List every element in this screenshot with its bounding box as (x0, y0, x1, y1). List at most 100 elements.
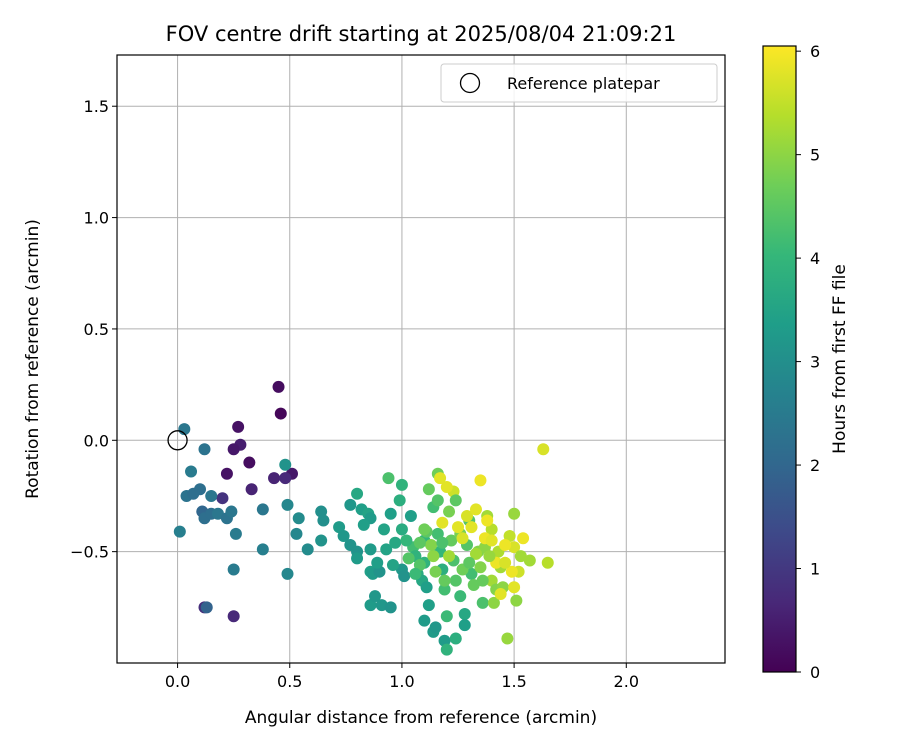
data-point (211, 507, 224, 520)
data-point (227, 610, 240, 623)
data-point (537, 443, 550, 456)
data-point (474, 474, 487, 487)
data-point (225, 505, 238, 518)
data-point (429, 621, 442, 634)
data-point (510, 594, 523, 607)
data-point (431, 527, 444, 540)
data-point (369, 590, 382, 603)
plot-area-frame (116, 54, 726, 664)
data-point (279, 472, 292, 485)
data-point (173, 525, 186, 538)
data-point (465, 521, 478, 534)
data-point (274, 407, 287, 420)
data-point (434, 472, 447, 485)
data-point (485, 534, 498, 547)
data-point (456, 532, 469, 545)
data-point (290, 527, 303, 540)
y-tick-label: 1.5 (84, 97, 109, 116)
data-point (452, 521, 465, 534)
data-point (364, 543, 377, 556)
data-point (465, 567, 478, 580)
colorbar-tick-label: 4 (810, 249, 820, 268)
data-point (427, 550, 440, 563)
data-point (481, 514, 494, 527)
data-point (508, 541, 521, 554)
y-tick-label: 1.0 (84, 209, 109, 228)
data-point (420, 581, 433, 594)
data-point (449, 494, 462, 507)
x-tick-label: 1.5 (501, 672, 526, 691)
data-point (382, 472, 395, 485)
data-point (227, 443, 240, 456)
x-tick-label: 1.0 (389, 672, 414, 691)
data-point (301, 543, 314, 556)
data-point (389, 536, 402, 549)
data-point (440, 643, 453, 656)
colorbar-tick-label: 0 (810, 663, 820, 682)
data-point (371, 556, 384, 569)
data-point (245, 483, 258, 496)
colorbar-gradient (762, 45, 797, 673)
y-axis-ticks: −0.5 0.0 0.5 1.0 1.5 (70, 97, 117, 562)
data-point (268, 472, 281, 485)
data-point (443, 505, 456, 518)
colorbar-tick-label: 3 (810, 353, 820, 372)
data-point (449, 574, 462, 587)
data-point (395, 523, 408, 536)
legend-entry-label: Reference platepar (507, 74, 660, 93)
data-point (185, 465, 198, 478)
data-point (227, 563, 240, 576)
reference-marker-layer (167, 430, 188, 451)
data-point (272, 380, 285, 393)
data-point (395, 478, 408, 491)
data-point (393, 494, 406, 507)
colorbar: 0 1 2 3 4 5 6 Hours from first FF file (762, 42, 850, 682)
data-point (418, 523, 431, 536)
data-point (438, 583, 451, 596)
data-point (508, 581, 521, 594)
data-point (523, 554, 536, 567)
chart-title: FOV centre drift starting at 2025/08/04 … (166, 22, 677, 46)
data-point (279, 458, 292, 471)
data-point (292, 512, 305, 525)
data-point (205, 489, 218, 502)
data-point (364, 599, 377, 612)
colorbar-tick-label: 5 (810, 146, 820, 165)
colorbar-ticks: 0 1 2 3 4 5 6 (796, 42, 820, 682)
data-point (483, 550, 496, 563)
data-point (431, 494, 444, 507)
data-point (315, 534, 328, 547)
colorbar-tick-label: 1 (810, 560, 820, 579)
data-point (501, 632, 514, 645)
data-point (517, 532, 530, 545)
data-point (514, 550, 527, 563)
data-point (317, 514, 330, 527)
data-point (232, 420, 245, 433)
data-point (487, 596, 500, 609)
x-tick-label: 2.0 (614, 672, 639, 691)
data-point (503, 530, 516, 543)
x-tick-label: 0.0 (165, 672, 190, 691)
data-point (384, 507, 397, 520)
data-point (449, 632, 462, 645)
data-point (281, 498, 294, 511)
data-point (422, 483, 435, 496)
colorbar-tick-label: 2 (810, 456, 820, 475)
data-point (474, 561, 487, 574)
data-point (380, 543, 393, 556)
data-point (337, 530, 350, 543)
data-point (375, 599, 388, 612)
data-point (463, 556, 476, 569)
data-point (398, 570, 411, 583)
data-point (476, 574, 489, 587)
data-point (333, 521, 346, 534)
data-point (458, 608, 471, 621)
data-point (243, 456, 256, 469)
y-axis-label: Rotation from reference (arcmin) (23, 219, 43, 499)
data-point (499, 538, 512, 551)
data-point (413, 559, 426, 572)
data-point (454, 590, 467, 603)
data-point (386, 559, 399, 572)
data-point (425, 538, 438, 551)
data-point (402, 552, 415, 565)
